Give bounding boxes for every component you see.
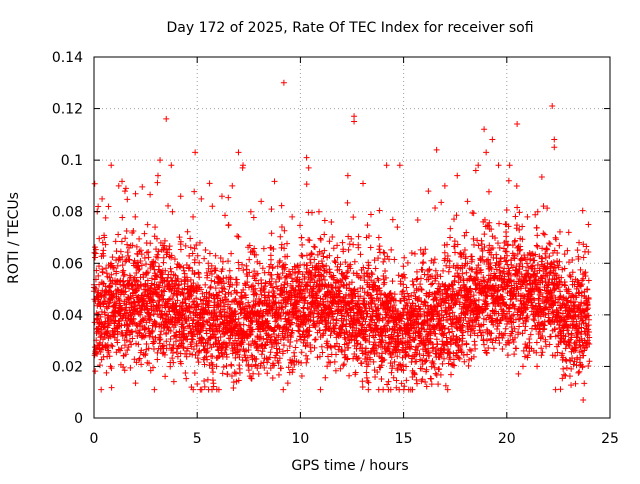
x-axis-label: GPS time / hours [291, 458, 408, 474]
chart-title: Day 172 of 2025, Rate Of TEC Index for r… [166, 20, 533, 36]
y-axis-label: ROTI / TECUs [6, 192, 22, 284]
